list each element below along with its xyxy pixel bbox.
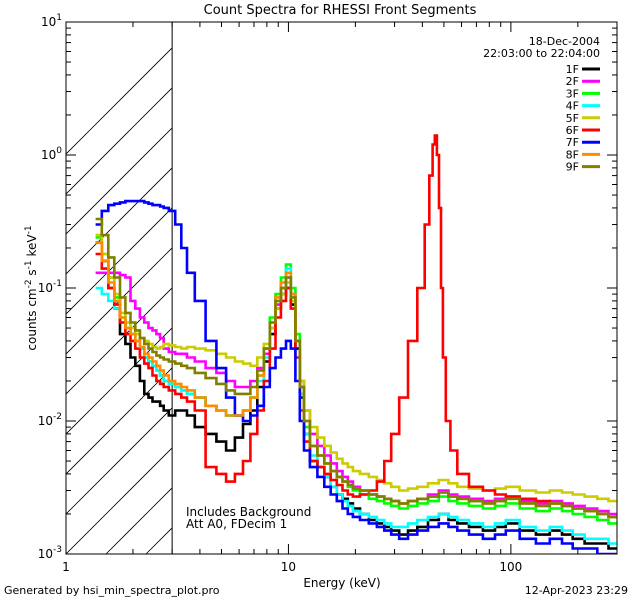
series-line-5F [95,233,617,503]
legend-label-5F: 5F [566,112,579,125]
y-label-mid: s [25,269,39,279]
x-tick-label: 10 [281,560,296,574]
y-tick-exponent: -1 [53,279,62,289]
legend-label-7F: 7F [566,136,579,149]
y-tick-base: 10 [41,148,56,162]
legend-label-8F: 8F [566,148,579,161]
legend-label-4F: 4F [566,100,579,113]
y-label-exp1: -2 [24,279,34,288]
y-axis-label: counts cm-2 s-1 keV-1 [24,225,39,350]
series-line-7F [95,199,617,554]
hatch-line [66,207,173,315]
y-tick-exponent: -3 [53,545,62,555]
hatch-line [346,22,640,554]
annotation-background: Includes Background [186,505,311,519]
y-tick-base: 10 [41,15,56,29]
hatch-line [66,447,173,554]
footer-timestamp: 12-Apr-2023 23:29 [525,584,628,597]
hatch-line [66,407,173,515]
y-tick-label: 10-1 [38,279,62,295]
date-label: 18-Dec-2004 [529,35,600,48]
x-axis-ticks: 1 10 100 [62,22,618,574]
hatch-line [66,247,173,355]
y-tick-label: 101 [41,13,62,29]
legend-label-6F: 6F [566,124,579,137]
y-tick-base: 10 [38,281,53,295]
y-tick-label: 10-3 [38,545,62,561]
series-group [95,134,617,554]
hatch-line [306,22,640,554]
series-line-2F [95,271,617,516]
series-line-8F [95,241,617,519]
annotation-attenuator: Att A0, FDecim 1 [186,517,287,531]
y-label-end: keV [25,234,39,261]
hatch-line [66,367,173,475]
y-tick-base: 10 [38,414,53,428]
time-range-label: 22:03:00 to 22:04:00 [483,47,600,60]
hatch-line [105,487,173,554]
y-tick-label: 10-2 [38,412,62,428]
y-label-exp2: -1 [24,260,34,269]
x-tick-label: 100 [499,560,522,574]
y-label-main: counts cm [25,288,39,350]
hatch-line [546,22,640,554]
y-label-exp3: -1 [24,225,34,234]
hatch-line [66,87,173,195]
y-tick-exponent: 0 [56,146,62,156]
hatch-line [626,22,640,554]
legend-label-1F: 1F [566,63,579,76]
y-tick-label: 100 [41,146,62,162]
x-axis-label: Energy (keV) [303,576,380,590]
y-tick-base: 10 [38,547,53,561]
y-tick-exponent: 1 [56,13,62,23]
series-line-9F [95,217,617,519]
legend-label-2F: 2F [566,75,579,88]
hatch-line [266,22,640,554]
y-tick-exponent: -2 [53,412,62,422]
legend-label-9F: 9F [566,161,579,174]
footer-generated-by: Generated by hsi_min_spectra_plot.pro [4,584,220,597]
hatch-line [66,47,173,155]
chart-title: Count Spectra for RHESSI Front Segments [204,3,477,18]
legend-label-3F: 3F [566,87,579,100]
series-line-6F [95,134,617,519]
x-tick-label: 1 [62,560,70,574]
